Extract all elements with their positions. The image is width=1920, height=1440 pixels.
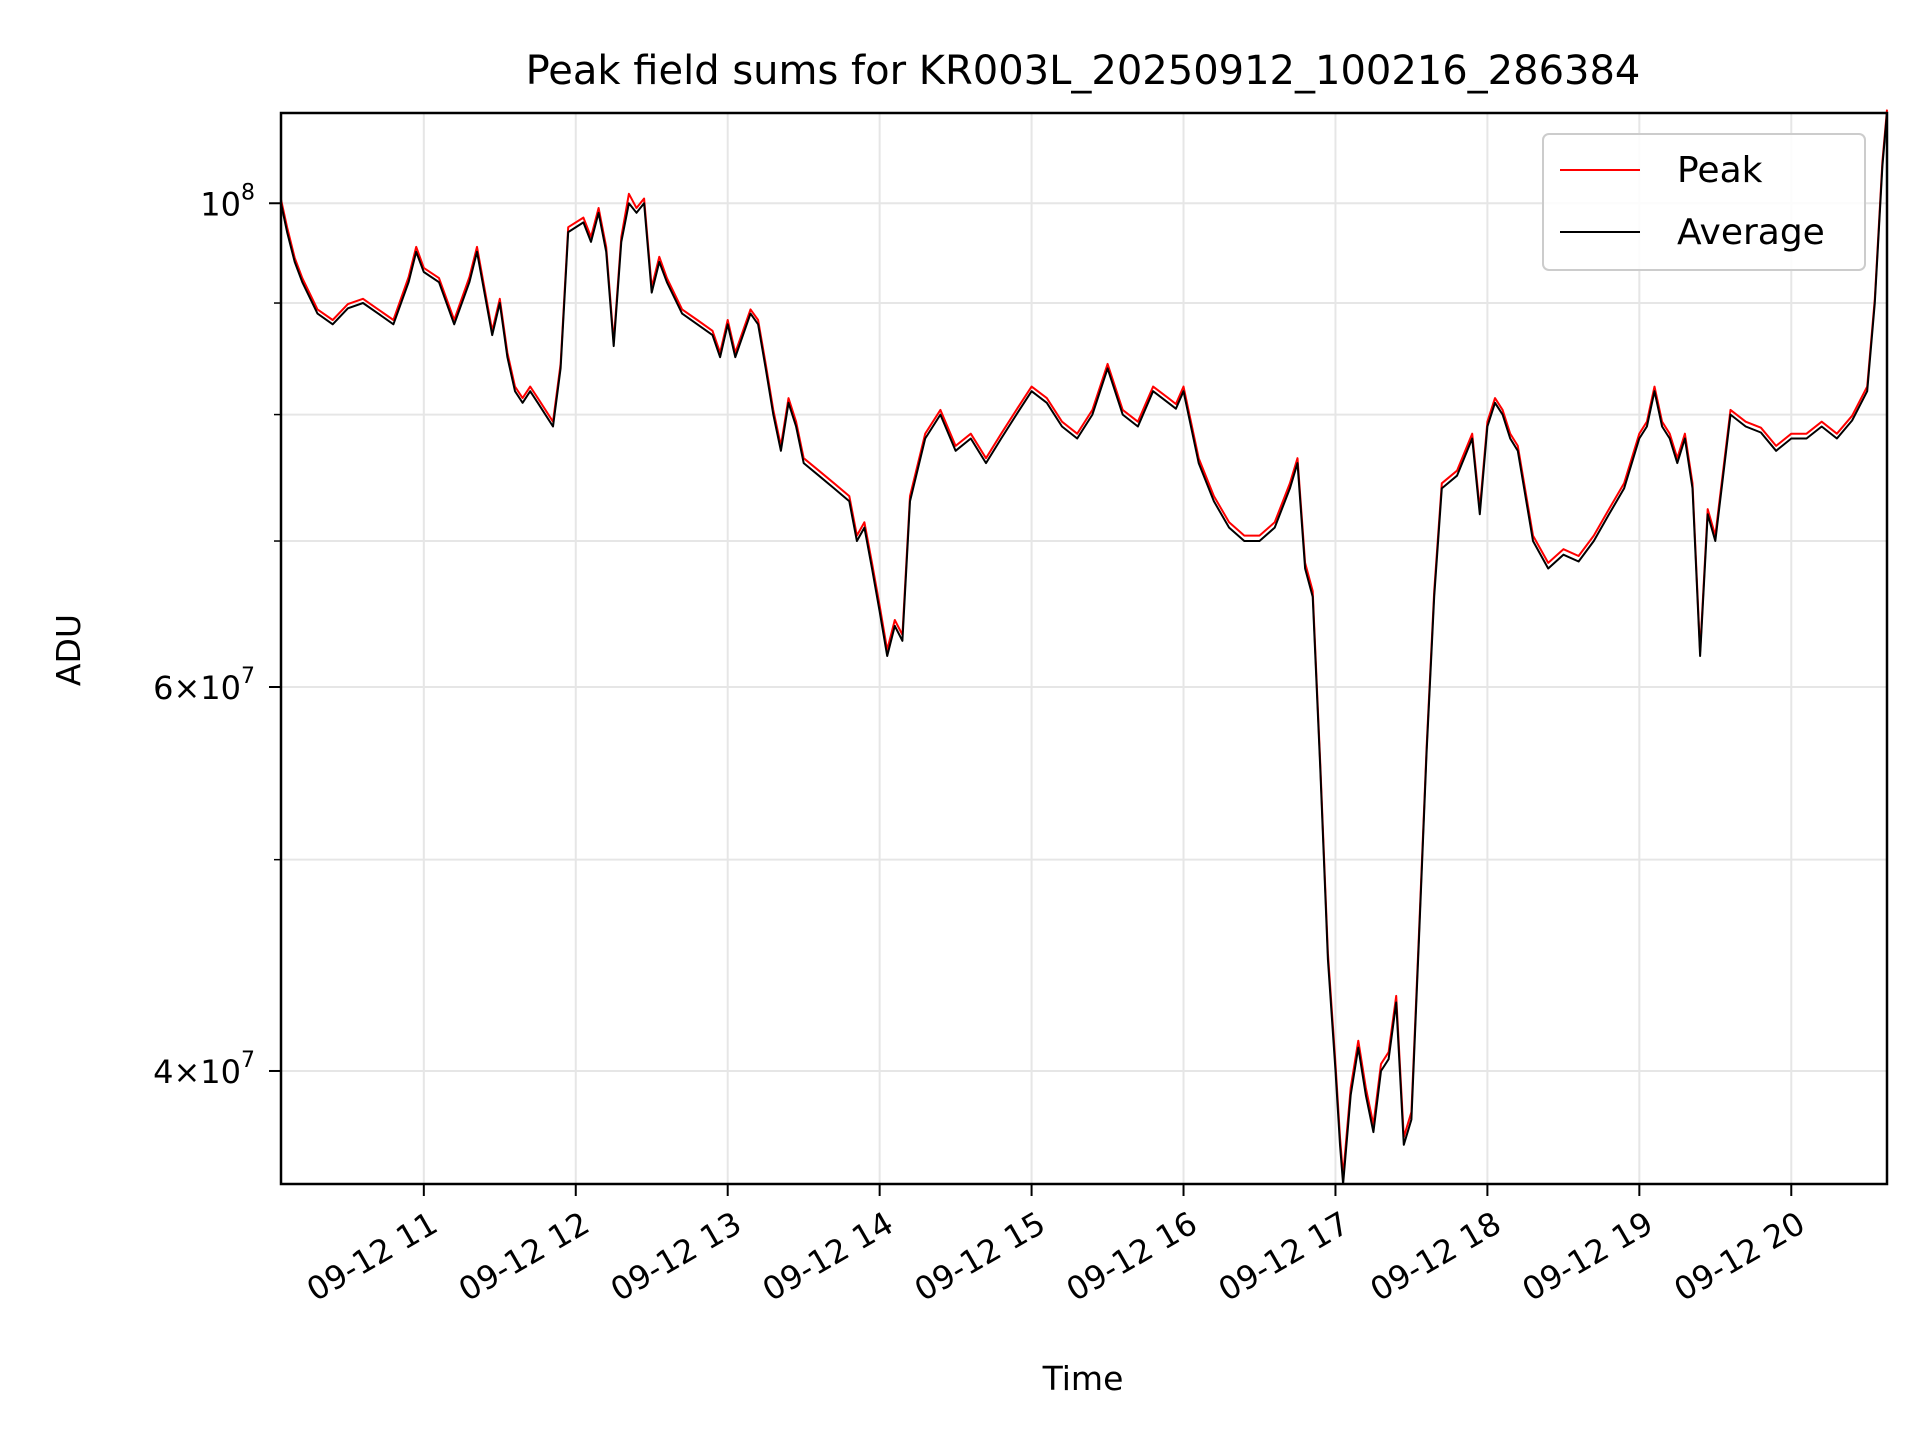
plot-frame [279, 111, 1889, 1186]
legend: Peak Average [1542, 133, 1866, 271]
legend-label-peak: Peak [1677, 150, 1763, 191]
y-tick-label: 108 [200, 180, 255, 223]
legend-label-average: Average [1677, 212, 1825, 253]
x-axis-label: Time [1042, 1359, 1124, 1398]
y-axis-label: ADU [49, 614, 88, 686]
y-tick-label: 4×107 [153, 1048, 255, 1091]
y-tick-label: 6×107 [153, 664, 255, 707]
series-lines [280, 109, 1888, 1185]
legend-box [1542, 133, 1866, 271]
series-line-average [280, 112, 1888, 1185]
chart-title: Peak field sums for KR003L_20250912_1002… [526, 48, 1641, 94]
